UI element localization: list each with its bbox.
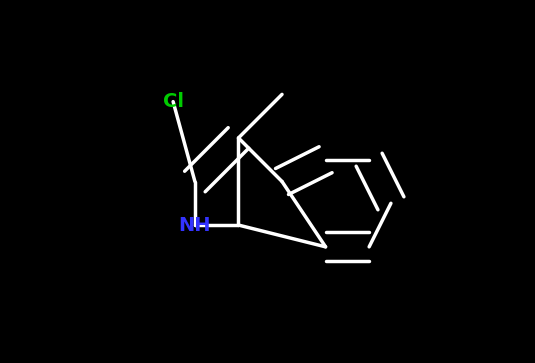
Text: Cl: Cl <box>163 92 184 111</box>
Text: NH: NH <box>179 216 211 234</box>
